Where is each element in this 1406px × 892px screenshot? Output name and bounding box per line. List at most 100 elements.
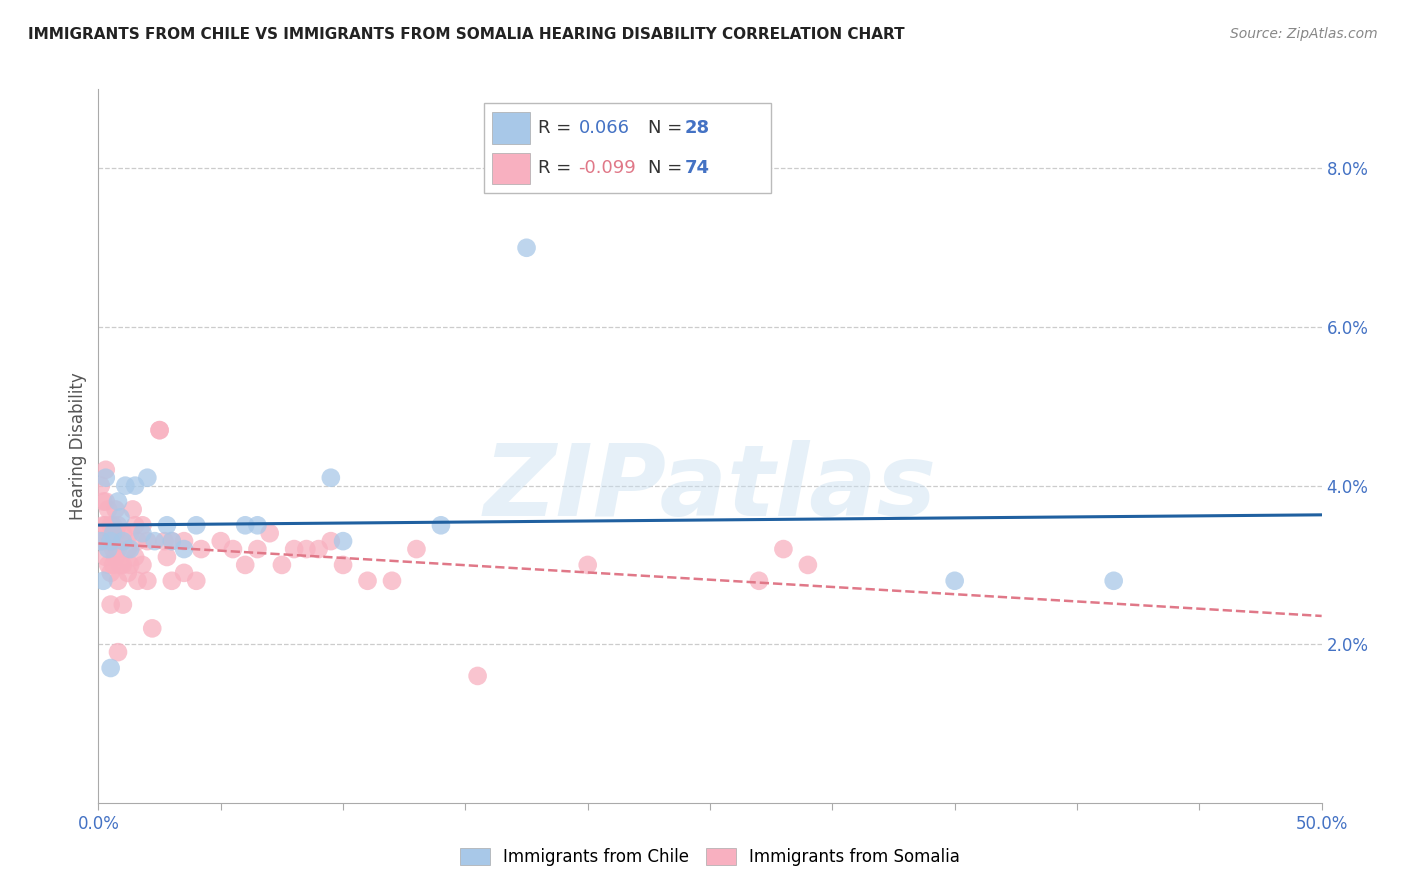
- Point: [160, 574, 183, 588]
- Point: [94, 463, 117, 477]
- Point: [97, 502, 120, 516]
- Point: [173, 542, 195, 557]
- Point: [467, 669, 489, 683]
- Point: [283, 542, 305, 557]
- Point: [97, 534, 120, 549]
- Point: [90, 534, 112, 549]
- Point: [107, 645, 129, 659]
- Point: [1102, 574, 1125, 588]
- Point: [107, 574, 129, 588]
- Point: [356, 574, 378, 588]
- Point: [101, 542, 124, 557]
- Point: [233, 558, 256, 572]
- Point: [246, 518, 269, 533]
- Point: [111, 526, 134, 541]
- Point: [94, 494, 117, 508]
- Point: [246, 542, 269, 557]
- Point: [405, 542, 427, 557]
- Point: [107, 542, 129, 557]
- Point: [100, 598, 122, 612]
- Point: [156, 549, 179, 564]
- Point: [430, 518, 453, 533]
- Point: [186, 574, 208, 588]
- Point: [107, 518, 129, 533]
- Point: [97, 542, 120, 557]
- Point: [233, 518, 256, 533]
- Point: [190, 542, 212, 557]
- Point: [156, 518, 179, 533]
- Point: [111, 558, 134, 572]
- Y-axis label: Hearing Disability: Hearing Disability: [69, 372, 87, 520]
- Point: [101, 518, 124, 533]
- Point: [131, 558, 153, 572]
- Point: [136, 471, 159, 485]
- Point: [173, 566, 195, 580]
- Point: [295, 542, 318, 557]
- Point: [131, 526, 153, 541]
- Point: [160, 534, 183, 549]
- Point: [332, 558, 354, 572]
- Point: [120, 526, 142, 541]
- Point: [160, 534, 183, 549]
- Point: [97, 558, 120, 572]
- Point: [332, 534, 354, 549]
- Point: [319, 471, 342, 485]
- Point: [797, 558, 820, 572]
- Point: [94, 549, 117, 564]
- Point: [100, 534, 122, 549]
- Legend: Immigrants from Chile, Immigrants from Somalia: Immigrants from Chile, Immigrants from S…: [453, 841, 967, 873]
- Point: [100, 534, 122, 549]
- Point: [111, 534, 134, 549]
- Point: [100, 518, 122, 533]
- Point: [381, 574, 404, 588]
- Point: [94, 518, 117, 533]
- Point: [91, 518, 114, 533]
- Point: [141, 621, 163, 635]
- Point: [110, 534, 132, 549]
- Point: [117, 542, 139, 557]
- Point: [222, 542, 245, 557]
- Point: [319, 534, 342, 549]
- Point: [576, 558, 599, 572]
- Point: [91, 574, 114, 588]
- Point: [90, 534, 112, 549]
- Point: [124, 478, 146, 492]
- Point: [136, 574, 159, 588]
- Point: [124, 518, 146, 533]
- Point: [149, 423, 172, 437]
- Point: [149, 423, 172, 437]
- Point: [270, 558, 294, 572]
- Point: [131, 518, 153, 533]
- Point: [121, 502, 143, 516]
- Point: [117, 566, 139, 580]
- Point: [772, 542, 794, 557]
- Point: [110, 558, 132, 572]
- Point: [104, 502, 127, 516]
- Point: [143, 534, 166, 549]
- Text: ZIPatlas: ZIPatlas: [484, 441, 936, 537]
- Point: [111, 598, 134, 612]
- Point: [114, 478, 136, 492]
- Point: [101, 526, 124, 541]
- Point: [120, 558, 142, 572]
- Point: [308, 542, 330, 557]
- Point: [101, 558, 124, 572]
- Point: [127, 574, 149, 588]
- Point: [127, 534, 149, 549]
- Point: [100, 661, 122, 675]
- Point: [748, 574, 770, 588]
- Point: [515, 241, 537, 255]
- Point: [124, 549, 146, 564]
- Point: [94, 471, 117, 485]
- Point: [100, 566, 122, 580]
- Point: [153, 534, 176, 549]
- Point: [91, 494, 114, 508]
- Point: [186, 518, 208, 533]
- Point: [90, 478, 112, 492]
- Point: [259, 526, 281, 541]
- Point: [91, 534, 114, 549]
- Text: IMMIGRANTS FROM CHILE VS IMMIGRANTS FROM SOMALIA HEARING DISABILITY CORRELATION : IMMIGRANTS FROM CHILE VS IMMIGRANTS FROM…: [28, 27, 904, 42]
- Point: [107, 494, 129, 508]
- Point: [209, 534, 232, 549]
- Point: [136, 534, 159, 549]
